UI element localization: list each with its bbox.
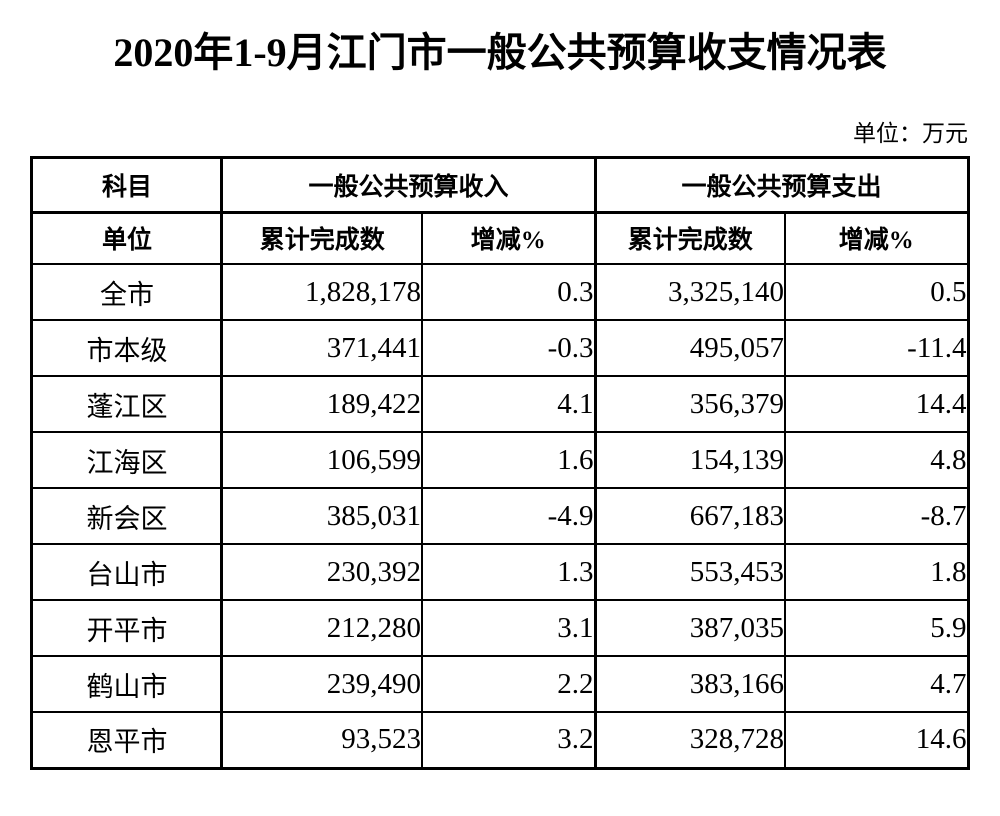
table-row: 市本级 371,441 -0.3 495,057 -11.4: [30, 319, 970, 378]
row-label: 恩平市: [30, 711, 224, 770]
row-label: 蓬江区: [30, 375, 224, 434]
expenditure-change-cell: 14.6: [783, 711, 970, 770]
expenditure-completed-cell: 328,728: [594, 711, 786, 770]
expenditure-completed-cell: 383,166: [594, 655, 786, 714]
expenditure-change-cell: 14.4: [783, 375, 970, 434]
header-expenditure-group: 一般公共预算支出: [593, 156, 970, 214]
header-row-groups: 科目 一般公共预算收入 一般公共预算支出: [30, 156, 970, 214]
expenditure-completed-cell: 495,057: [594, 319, 786, 378]
revenue-completed-cell: 93,523: [220, 711, 423, 770]
revenue-change-cell: -0.3: [420, 319, 597, 378]
row-label: 台山市: [30, 543, 224, 602]
revenue-change-cell: 3.1: [420, 599, 597, 658]
expenditure-change-cell: 0.5: [783, 263, 970, 322]
table-row: 新会区 385,031 -4.9 667,183 -8.7: [30, 487, 970, 546]
expenditure-completed-cell: 667,183: [594, 487, 786, 546]
table-row: 恩平市 93,523 3.2 328,728 14.6: [30, 711, 970, 770]
revenue-completed-cell: 230,392: [220, 543, 423, 602]
row-label: 新会区: [30, 487, 224, 546]
header-subject: 科目: [30, 156, 224, 214]
header-revenue-group: 一般公共预算收入: [220, 156, 597, 214]
budget-table: 科目 一般公共预算收入 一般公共预算支出 单位 累计完成数 增减% 累计完成数 …: [30, 155, 970, 770]
page-title: 2020年1-9月江门市一般公共预算收支情况表: [113, 30, 887, 75]
expenditure-completed-cell: 387,035: [594, 599, 786, 658]
table-row: 全市 1,828,178 0.3 3,325,140 0.5: [30, 263, 970, 322]
table-row: 鹤山市 239,490 2.2 383,166 4.7: [30, 655, 970, 714]
table-row: 江海区 106,599 1.6 154,139 4.8: [30, 431, 970, 490]
header-revenue-change: 增减%: [420, 211, 597, 266]
revenue-change-cell: 0.3: [420, 263, 597, 322]
unit-label: 单位：万元: [853, 121, 968, 146]
expenditure-completed-cell: 3,325,140: [594, 263, 786, 322]
row-label: 鹤山市: [30, 655, 224, 714]
table-row: 蓬江区 189,422 4.1 356,379 14.4: [30, 375, 970, 434]
revenue-completed-cell: 106,599: [220, 431, 423, 490]
revenue-change-cell: 2.2: [420, 655, 597, 714]
table-row: 台山市 230,392 1.3 553,453 1.8: [30, 543, 970, 602]
revenue-change-cell: 1.6: [420, 431, 597, 490]
expenditure-completed-cell: 356,379: [594, 375, 786, 434]
expenditure-change-cell: -11.4: [783, 319, 970, 378]
row-label: 全市: [30, 263, 224, 322]
revenue-change-cell: 3.2: [420, 711, 597, 770]
row-label: 市本级: [30, 319, 224, 378]
expenditure-change-cell: 5.9: [783, 599, 970, 658]
row-label: 江海区: [30, 431, 224, 490]
revenue-completed-cell: 212,280: [220, 599, 423, 658]
expenditure-change-cell: 4.7: [783, 655, 970, 714]
expenditure-change-cell: 1.8: [783, 543, 970, 602]
revenue-completed-cell: 189,422: [220, 375, 423, 434]
revenue-completed-cell: 371,441: [220, 319, 423, 378]
expenditure-change-cell: 4.8: [783, 431, 970, 490]
header-unit: 单位: [30, 211, 224, 266]
header-expenditure-completed: 累计完成数: [594, 211, 786, 266]
expenditure-completed-cell: 154,139: [594, 431, 786, 490]
table-body: 全市 1,828,178 0.3 3,325,140 0.5 市本级 371,4…: [30, 263, 970, 770]
table-row: 开平市 212,280 3.1 387,035 5.9: [30, 599, 970, 658]
revenue-completed-cell: 239,490: [220, 655, 423, 714]
expenditure-completed-cell: 553,453: [594, 543, 786, 602]
row-label: 开平市: [30, 599, 224, 658]
revenue-completed-cell: 385,031: [220, 487, 423, 546]
revenue-change-cell: 4.1: [420, 375, 597, 434]
header-row-columns: 单位 累计完成数 增减% 累计完成数 增减%: [30, 211, 970, 266]
header-expenditure-change: 增减%: [783, 211, 970, 266]
table-header: 科目 一般公共预算收入 一般公共预算支出 单位 累计完成数 增减% 累计完成数 …: [30, 156, 970, 266]
header-revenue-completed: 累计完成数: [220, 211, 423, 266]
revenue-change-cell: -4.9: [420, 487, 597, 546]
expenditure-change-cell: -8.7: [783, 487, 970, 546]
revenue-change-cell: 1.3: [420, 543, 597, 602]
revenue-completed-cell: 1,828,178: [220, 263, 423, 322]
